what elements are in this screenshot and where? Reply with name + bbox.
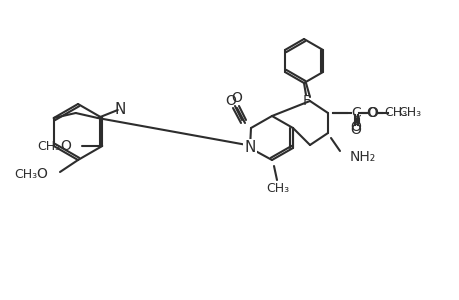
Text: NH₂: NH₂ <box>349 150 375 164</box>
Text: O: O <box>350 123 361 137</box>
Text: O: O <box>60 139 71 153</box>
Text: CH₃: CH₃ <box>14 167 38 181</box>
Text: O: O <box>225 94 236 108</box>
Text: O: O <box>350 120 361 134</box>
Text: F: F <box>302 94 310 108</box>
Text: CH₃: CH₃ <box>266 182 289 194</box>
Text: O: O <box>36 167 47 181</box>
Text: CH₃: CH₃ <box>397 106 420 119</box>
Text: CH₃: CH₃ <box>383 106 406 119</box>
Text: CH₃: CH₃ <box>38 140 61 152</box>
Text: O: O <box>366 106 377 120</box>
Text: N: N <box>114 103 125 118</box>
Text: N: N <box>244 140 255 155</box>
Text: O: O <box>367 106 378 120</box>
Text: C: C <box>350 106 360 120</box>
Text: O: O <box>231 91 242 105</box>
